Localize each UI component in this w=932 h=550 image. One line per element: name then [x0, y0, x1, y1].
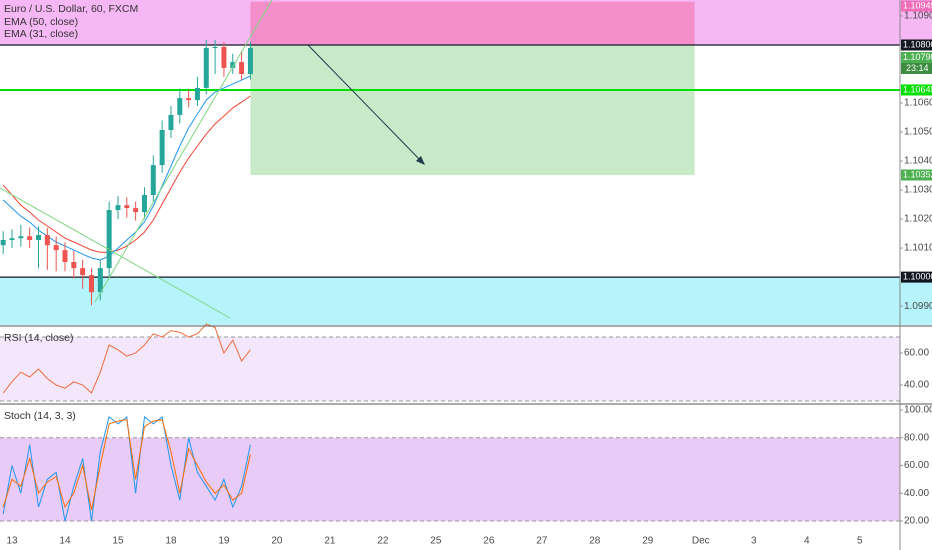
marks-layer: [0, 40, 253, 522]
target-zone: [250, 44, 695, 175]
x-tick-label: 4: [804, 536, 810, 547]
y-tick-label: 80.00: [904, 432, 929, 443]
candle-body: [247, 47, 253, 74]
candle-body: [97, 268, 103, 293]
candle-body: [62, 250, 68, 263]
candle-body: [186, 98, 192, 101]
candle-body: [53, 245, 59, 251]
ema-line: [2, 95, 251, 253]
rsi-title: RSI (14, close): [4, 332, 73, 344]
price-badge-label: 1.10645: [903, 84, 932, 94]
candle-body: [18, 236, 24, 239]
x-tick-label: 26: [483, 536, 495, 547]
candle-body: [221, 47, 227, 68]
y-tick-label: 1.10500: [904, 127, 932, 138]
x-tick-label: Dec: [692, 536, 710, 547]
x-tick-label: 3: [751, 536, 757, 547]
price-badge: [901, 0, 932, 12]
y-tick-label: 1.10100: [904, 243, 932, 254]
candle-body: [168, 114, 174, 130]
y-tick-label: 1.10300: [904, 185, 932, 196]
candle-body: [212, 47, 218, 49]
price-badge-label: 1.10352: [903, 169, 932, 179]
price-badge-label: 1.10949: [903, 0, 932, 10]
band-fill: [0, 337, 900, 401]
candle-body: [9, 238, 15, 240]
candle-body: [239, 62, 245, 74]
y-tick-label: 100.00: [904, 405, 932, 416]
arrow-line: [307, 44, 423, 163]
indicator-line: [2, 415, 251, 522]
price-badge: [901, 39, 932, 51]
x-tick-label: 5: [857, 536, 863, 547]
candle-body: [36, 235, 42, 240]
candle-body: [159, 130, 165, 166]
price-badge-label: 1.10000: [903, 271, 932, 281]
candle-body: [88, 275, 94, 293]
x-tick-label: 27: [536, 536, 548, 547]
legend-entry: EMA (50, close): [4, 16, 78, 28]
candle-body: [124, 205, 130, 209]
arrow-head: [416, 156, 425, 165]
trend-line: [0, 187, 231, 319]
indicator-line: [2, 419, 251, 510]
candle-body: [133, 208, 139, 213]
price-badge: [901, 169, 932, 181]
y-tick-label: 1.10200: [904, 214, 932, 225]
countdown-label: 23:14: [906, 63, 929, 73]
stoch-title: Stoch (14, 3, 3): [4, 410, 76, 422]
candle-body: [230, 62, 236, 68]
stop-zone: [250, 1, 695, 45]
y-tick-label: 60.00: [904, 460, 929, 471]
price-badge: [901, 51, 932, 63]
candle-body: [150, 165, 156, 195]
x-tick-label: 22: [377, 536, 389, 547]
candle-body: [203, 47, 209, 88]
y-tick-label: 40.00: [904, 380, 929, 391]
y-tick-label: 1.10600: [904, 98, 932, 109]
ema-line: [2, 75, 251, 261]
candle-body: [80, 268, 86, 276]
y-tick-label: 1.09900: [904, 301, 932, 312]
x-tick-label: 18: [165, 536, 177, 547]
x-tick-label: 21: [324, 536, 336, 547]
x-tick-label: 15: [112, 536, 124, 547]
candle-body: [115, 205, 121, 211]
band-fill: [0, 437, 900, 521]
trend-line: [94, 0, 273, 303]
price-badge: [901, 271, 932, 283]
x-tick-label: 13: [6, 536, 18, 547]
x-tick-label: 29: [642, 536, 654, 547]
symbol-title: Euro / U.S. Dollar, 60, FXCM: [4, 3, 138, 15]
candle-body: [44, 235, 50, 246]
candle-body: [106, 210, 112, 269]
x-tick-label: 25: [430, 536, 442, 547]
drawings: [0, 0, 425, 319]
y-tick-label: 1.10400: [904, 156, 932, 167]
background-layer: [0, 0, 932, 522]
y-tick-label: 40.00: [904, 488, 929, 499]
x-tick-label: 20: [271, 536, 283, 547]
candle-body: [177, 98, 183, 115]
x-tick-label: 19: [218, 536, 230, 547]
candle-body: [27, 236, 33, 240]
x-tick-label: 14: [59, 536, 71, 547]
countdown-badge: [901, 62, 932, 74]
price-badge-label: 1.10800: [903, 39, 932, 49]
y-tick-label: 20.00: [904, 516, 929, 527]
candle-body: [71, 262, 77, 269]
indicator-line: [2, 323, 251, 394]
candle-body: [194, 87, 200, 101]
legend-entry: EMA (31, close): [4, 28, 78, 40]
price-badge: [901, 84, 932, 96]
candle-body: [0, 239, 6, 246]
x-tick-label: 28: [589, 536, 601, 547]
y-tick-label: 1.10900: [904, 11, 932, 22]
lower-zone: [0, 277, 932, 325]
y-tick-label: 60.00: [904, 348, 929, 359]
price-badge-label: 1.10790: [903, 52, 932, 62]
candle-body: [141, 195, 147, 213]
